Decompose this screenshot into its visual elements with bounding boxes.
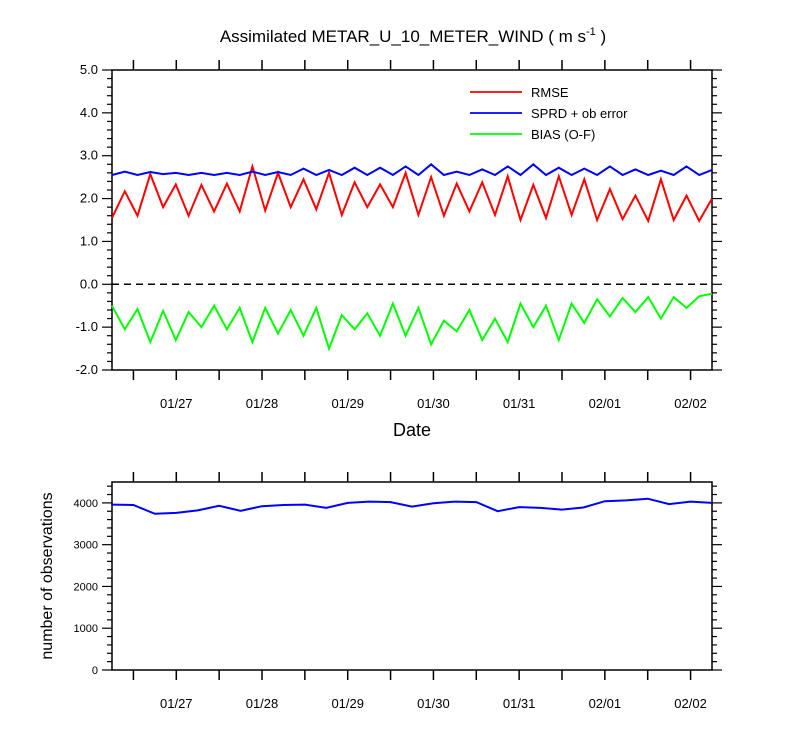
legend-label-rmse: RMSE: [531, 85, 569, 100]
bottom-y-tick-label: 4000: [74, 498, 98, 510]
top-y-tick-label: -2.0: [76, 362, 98, 377]
top-y-tick-label: 5.0: [80, 62, 98, 77]
top-y-tick-label: 1.0: [80, 233, 98, 248]
bottom-ylabel: number of observations: [39, 492, 56, 659]
bottom-x-tick-label: 01/27: [160, 696, 193, 711]
top-y-tick-label: 2.0: [80, 191, 98, 206]
chart-title: Assimilated METAR_U_10_METER_WIND ( m s-…: [220, 26, 606, 46]
title-main: Assimilated METAR_U_10_METER_WIND ( m s: [220, 27, 586, 46]
top-xlabel: Date: [393, 420, 431, 440]
top-series-line-1: [111, 162, 713, 177]
title-end: ): [596, 27, 606, 46]
bottom-x-tick-label: 01/29: [331, 696, 364, 711]
legend: RMSE SPRD + ob error BIAS (O-F): [470, 85, 628, 142]
bottom-y-tick-label: 0: [92, 665, 98, 677]
top-x-tick-label: 01/28: [246, 396, 279, 411]
top-x-tick-label: 01/31: [503, 396, 536, 411]
bottom-x-tick-label: 01/31: [503, 696, 536, 711]
top-y-tick-label: 3.0: [80, 148, 98, 163]
bottom-x-tick-label: 01/30: [417, 696, 450, 711]
bottom-series-line-0: [111, 497, 713, 515]
top-chart: 5.0 4.0 3.0 2.0 1.0 0.0 -1.0 -2.0 01/27 01/28 01/…: [76, 60, 722, 440]
top-series-line-0: [111, 162, 713, 224]
top-plot-frame: [111, 69, 713, 371]
top-x-tick-label: 01/30: [417, 396, 450, 411]
bottom-y-tick-label: 2000: [74, 581, 98, 593]
legend-label-bias: BIAS (O-F): [531, 127, 595, 142]
top-y-tick-label: 0.0: [80, 276, 98, 291]
top-series-line-2: [111, 292, 713, 352]
top-x-tick-label: 02/02: [674, 396, 707, 411]
legend-label-sprd: SPRD + ob error: [531, 106, 628, 121]
top-y-tick-label: 4.0: [80, 105, 98, 120]
top-y-tick-label: -1.0: [76, 319, 98, 334]
bottom-x-tick-label: 02/02: [674, 696, 707, 711]
bottom-y-tick-label: 3000: [74, 540, 98, 552]
top-x-tick-label: 01/27: [160, 396, 193, 411]
title-superscript: -1: [586, 26, 596, 38]
top-x-tick-label: 01/29: [331, 396, 364, 411]
bottom-x-tick-label: 02/01: [589, 696, 622, 711]
top-x-tick-label: 02/01: [589, 396, 622, 411]
bottom-chart: 4000 3000 2000 1000 0 01/27 01/28 01/29 01/30 01…: [39, 472, 722, 711]
bottom-plot-frame: [111, 481, 713, 671]
bottom-x-tick-label: 01/28: [246, 696, 279, 711]
bottom-y-tick-label: 1000: [74, 623, 98, 635]
